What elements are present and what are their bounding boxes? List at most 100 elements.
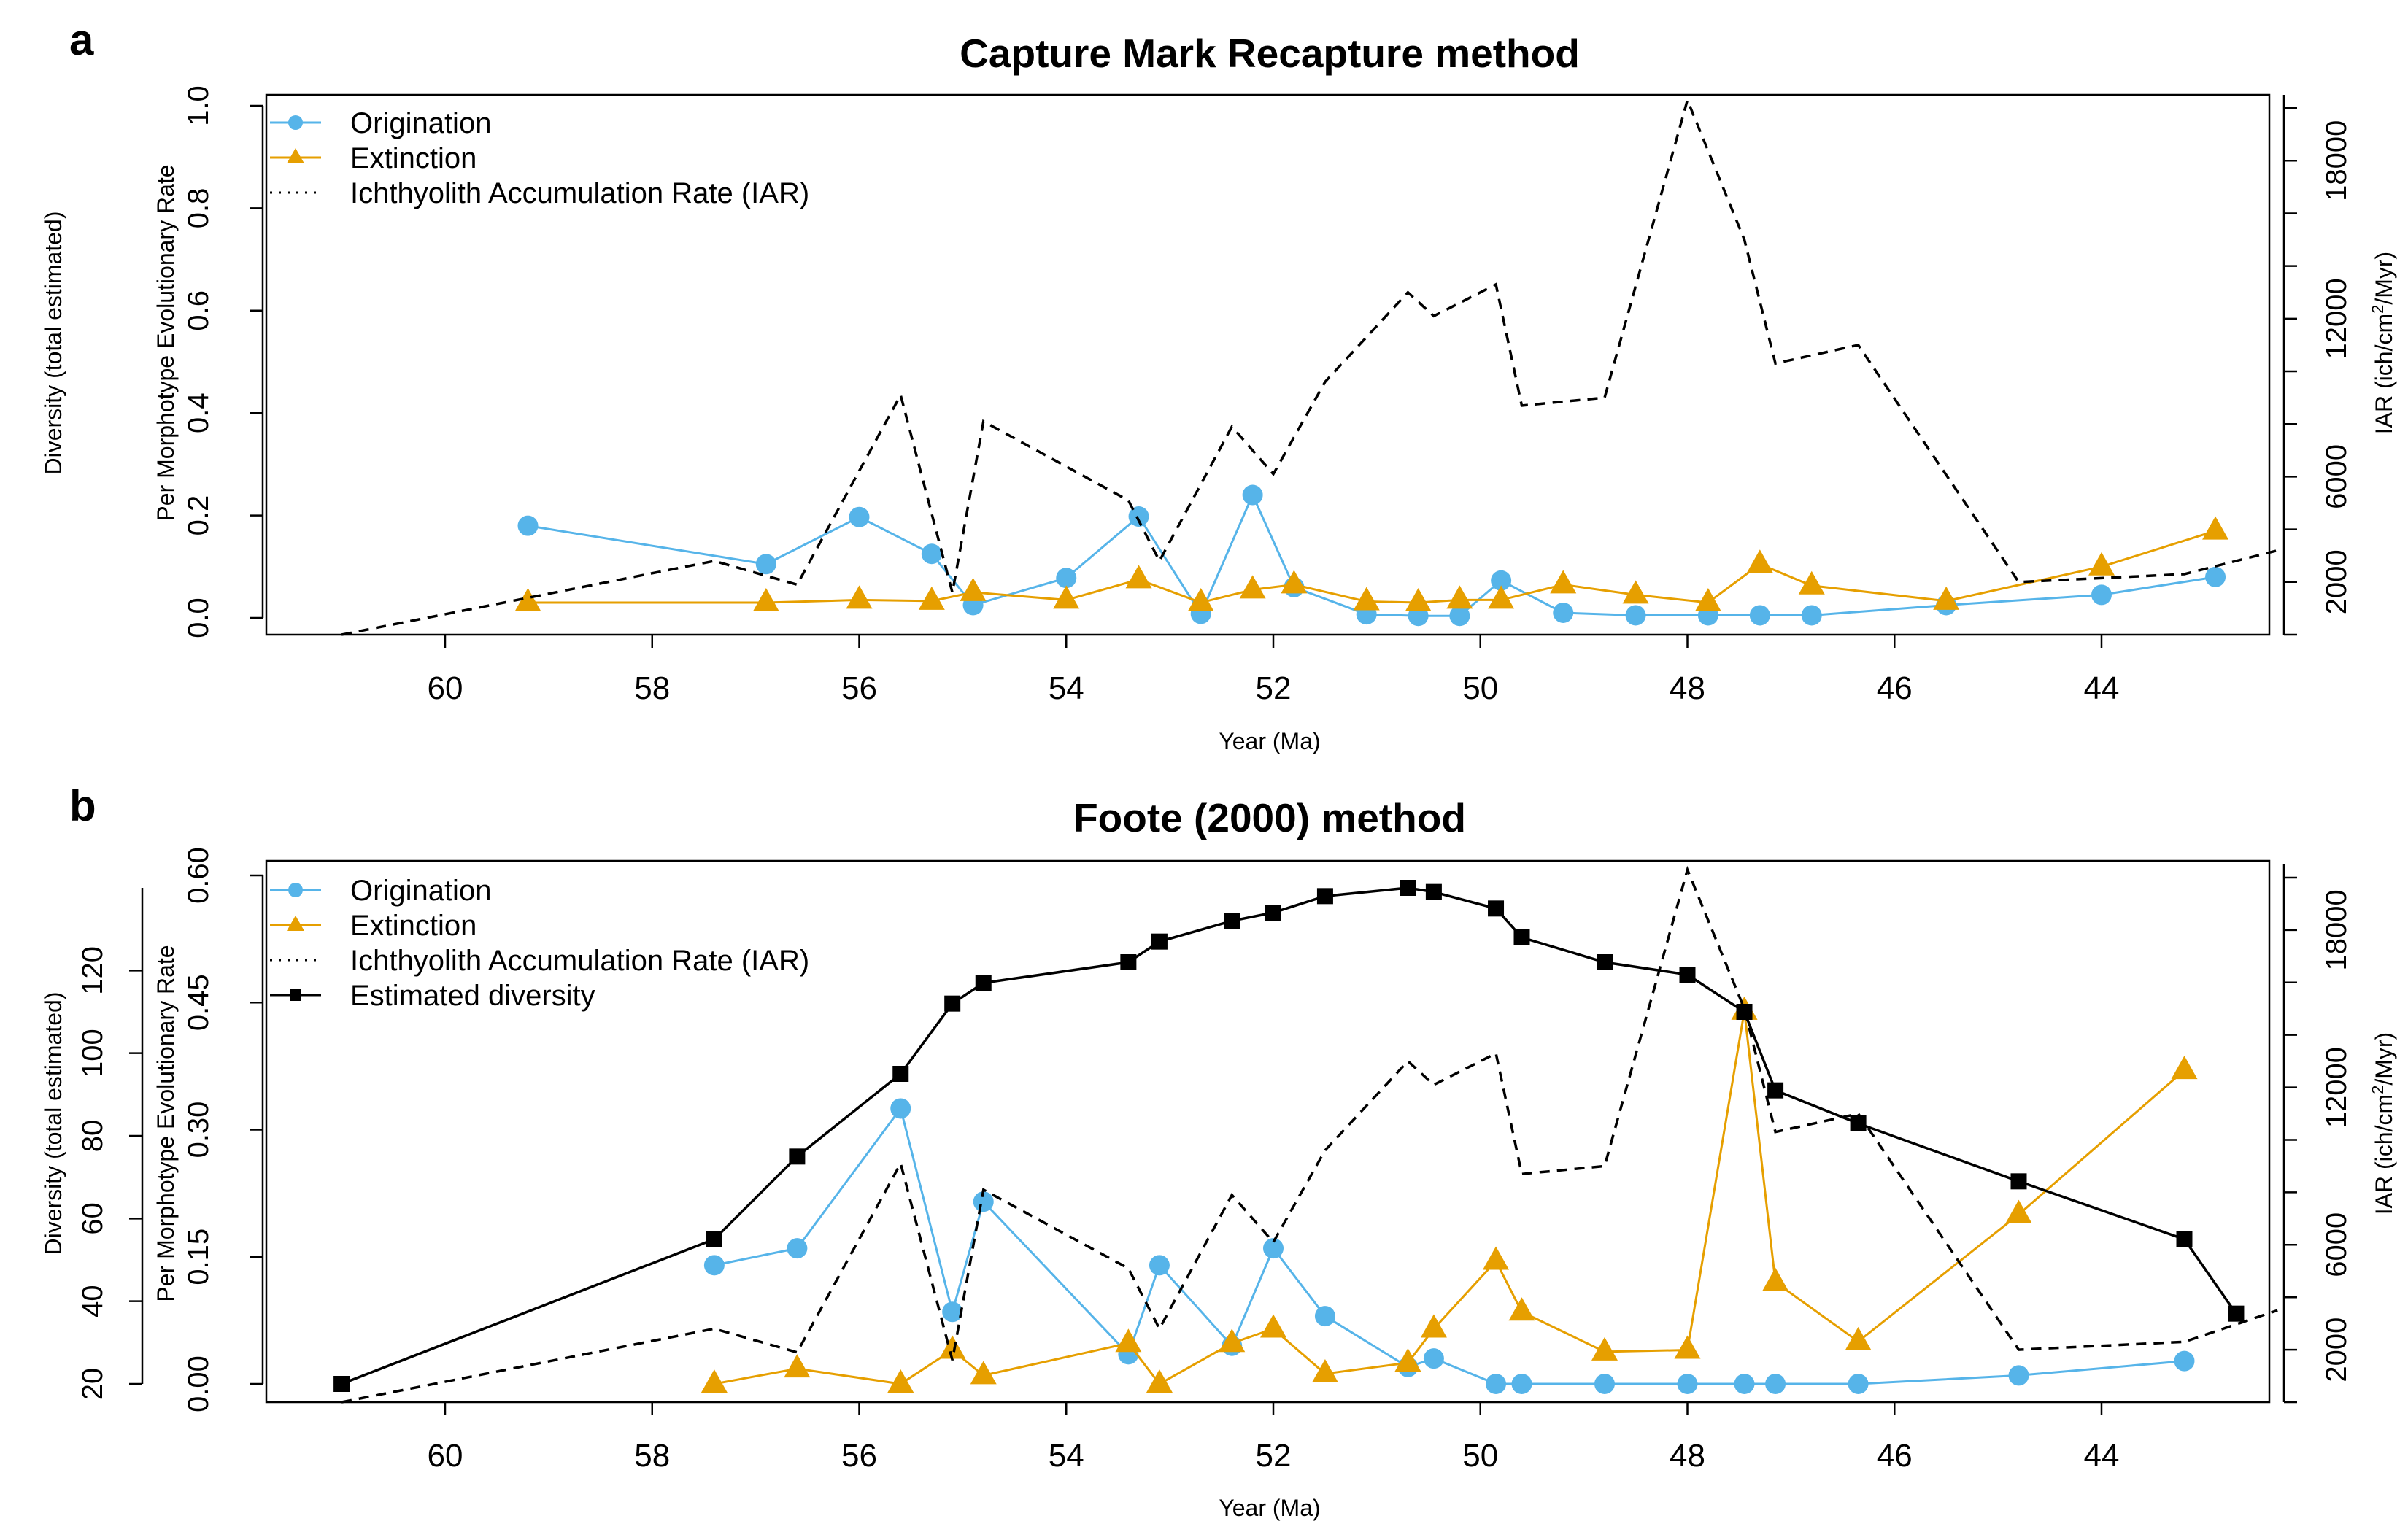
panel-b-origination-point [1314, 1306, 1335, 1327]
panel-a-ylabel-iar: IAR (ich/cm2/Myr) [2369, 252, 2397, 434]
panel-b-extinction-point [939, 1335, 966, 1359]
panel-a-letter: a [69, 15, 94, 64]
panel-a-rate-tick-label: 1.0 [182, 85, 215, 126]
panel-b-iar-tick-label: 12000 [2320, 1047, 2353, 1128]
panel-a-origination-point [849, 506, 870, 527]
panel-b-estimated-diversity-point [1265, 905, 1281, 921]
panel-b-xtick-label: 50 [1462, 1438, 1498, 1474]
panel-b-origination-point [2008, 1365, 2029, 1386]
panel-b-origination-point [1149, 1255, 1170, 1276]
panel-b-extinction-point [1420, 1314, 1447, 1338]
panel-b-estimated-diversity-point [789, 1148, 806, 1165]
panel-a-legend-ichthyolith-accumulation-rate-iar-label: Ichthyolith Accumulation Rate (IAR) [350, 177, 809, 209]
panel-b-estimated-diversity-point [2010, 1173, 2027, 1190]
panel-b-origination-point [1677, 1374, 1698, 1394]
panel-b-diversity-tick-label: 40 [77, 1285, 109, 1318]
panel-b-xlabel: Year (Ma) [1219, 1495, 1320, 1521]
panel-a-extinction-point [846, 585, 873, 609]
panel-b-origination-point [1423, 1348, 1444, 1369]
panel-a-origination-point [517, 515, 539, 536]
panel-b-extinction-point [1483, 1246, 1510, 1270]
panel-b-legend-estimated-diversity-label: Estimated diversity [350, 980, 595, 1012]
panel-a-legend-extinction-marker [287, 148, 304, 163]
panel-a-extinction-line [528, 530, 2216, 604]
panel-b-origination-point [1486, 1374, 1507, 1394]
panel-a-origination-line [528, 492, 2216, 617]
panel-b-extinction-point [784, 1354, 811, 1378]
panel-a-title: Capture Mark Recapture method [960, 31, 1580, 76]
panel-b-estimated-diversity-point [1425, 883, 1442, 900]
panel-a-xtick-label: 52 [1256, 670, 1292, 706]
panel-b-origination-point [1848, 1374, 1869, 1394]
panel-a-origination-point [1801, 605, 1822, 626]
panel-b-extinction-point [701, 1369, 728, 1393]
panel-a-rate-tick-label: 0.4 [182, 392, 215, 433]
panel-b-extinction-point [887, 1369, 914, 1393]
panel-a-extinction-point [1239, 575, 1266, 599]
panel-b-rate-tick-label: 0.15 [182, 1229, 215, 1285]
panel-a-xtick-label: 56 [841, 670, 877, 706]
panel-a-extinction-point [752, 587, 779, 611]
panel-b-extinction-point [1260, 1314, 1286, 1338]
panel-a-rate-tick-label: 0.2 [182, 495, 215, 536]
panel-b-extinction-point [1508, 1297, 1535, 1321]
panel-b-extinction-point [2005, 1199, 2032, 1223]
panel-a-origination-point [921, 543, 942, 565]
panel-a-origination-point [1749, 605, 1770, 626]
panel-a-extinction-point [960, 577, 987, 601]
panel-b-legend-extinction-marker [287, 916, 304, 931]
panel-a-origination-point [1625, 605, 1646, 626]
panel-b-diversity-tick-label: 100 [77, 1029, 109, 1078]
panel-a-origination-point [1242, 484, 1263, 506]
panel-b-estimated-diversity-point [1767, 1082, 1784, 1099]
panel-a-origination-point [2205, 566, 2226, 587]
panel-b-estimated-diversity-point [2176, 1231, 2193, 1247]
panel-b-estimated-diversity-point [975, 975, 992, 991]
panel-a-extinction-point [1550, 570, 1577, 594]
panel-a-extinction-point [918, 586, 945, 610]
panel-b-estimated-diversity-point [706, 1231, 722, 1247]
panel-b-extinction-point [1311, 1359, 1338, 1383]
panel-a-xtick-label: 44 [2084, 670, 2120, 706]
panel-a-extinction-point [1353, 587, 1380, 611]
panel-b-origination-point [1263, 1238, 1284, 1259]
panel-b-origination-point [973, 1191, 994, 1212]
panel-b-extinction-point [1115, 1328, 1142, 1353]
panel-b-estimated-diversity-point [1120, 954, 1137, 970]
panel-a-extinction-point [1125, 565, 1152, 589]
panel-b-legend-extinction-label: Extinction [350, 910, 476, 942]
panel-a-origination-point [1128, 506, 1149, 527]
panel-b-diversity-tick-label: 60 [77, 1202, 109, 1235]
panel-b-diversity-tick-label: 20 [77, 1368, 109, 1401]
panel-a-iar-tick-label: 6000 [2320, 444, 2353, 509]
panel-b-ylabel-diversity: Diversity (total estimated) [40, 992, 66, 1256]
panel-b-estimated-diversity-point [1679, 967, 1696, 983]
panel-a-extinction-point [1405, 587, 1432, 611]
panel-b-plot-frame [265, 859, 2271, 1404]
panel-b-estimated-diversity-point [1736, 1004, 1753, 1020]
panel-b-rate-tick-label: 0.00 [182, 1355, 215, 1412]
panel-a-xtick-label: 46 [1877, 670, 1913, 706]
panel-b-estimated-diversity-point [1151, 933, 1168, 950]
panel-b-extinction-point [1674, 1335, 1701, 1359]
panel-b-estimated-diversity-point [1513, 929, 1530, 945]
panel-a-rate-tick-label: 0.6 [182, 290, 215, 331]
panel-b-estimated-diversity-point [1400, 880, 1416, 896]
panel-b-origination-point [942, 1301, 963, 1323]
panel-b-diversity-tick-label: 120 [77, 946, 109, 995]
panel-a-xtick-label: 58 [634, 670, 670, 706]
panel-b-xtick-label: 44 [2084, 1438, 2120, 1474]
panel-b-rate-tick-label: 0.30 [182, 1102, 215, 1158]
panel-b-diversity-tick-label: 80 [77, 1120, 109, 1153]
panel-b-extinction-point [1219, 1328, 1246, 1353]
panel-a-rate-tick-label: 0.8 [182, 188, 215, 229]
panel-b-xtick-label: 46 [1877, 1438, 1913, 1474]
panel-a-extinction-point [1622, 580, 1649, 604]
panel-b-xtick-label: 56 [841, 1438, 877, 1474]
panel-b-origination-point [2174, 1350, 2195, 1372]
panel-b-estimated-diversity-point [892, 1066, 909, 1082]
panel-a-iar-tick-label: 12000 [2320, 278, 2353, 359]
panel-a-legend-origination-label: Origination [350, 107, 491, 139]
panel-b-extinction-point [2171, 1056, 2198, 1080]
